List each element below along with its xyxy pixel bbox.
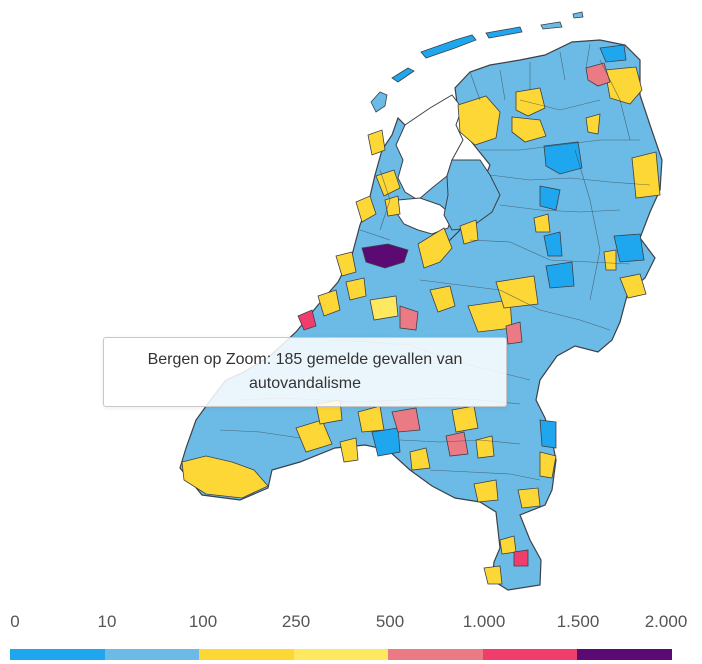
municipality[interactable] [346, 278, 366, 300]
legend-tick: 250 [282, 612, 310, 632]
island-schiermonnikoog[interactable] [541, 22, 562, 29]
municipality[interactable] [385, 196, 400, 216]
legend-tick: 0 [10, 612, 19, 632]
island-rottumeroog[interactable] [573, 12, 583, 18]
municipality[interactable] [340, 438, 358, 462]
municipality[interactable] [452, 406, 478, 432]
legend-tick: 500 [376, 612, 404, 632]
legend-swatch [483, 649, 578, 660]
legend-swatch [10, 649, 105, 660]
municipality[interactable] [604, 250, 616, 270]
legend-tick-labels: 0 10 100 250 500 1.000 1.500 2.000 [0, 612, 702, 636]
municipality[interactable] [476, 436, 494, 458]
municipality[interactable] [370, 296, 398, 320]
legend-tick: 1.500 [557, 612, 600, 632]
legend-tick: 2.000 [645, 612, 688, 632]
municipality[interactable] [586, 114, 600, 134]
legend-swatch [294, 649, 389, 660]
municipality[interactable] [446, 432, 468, 456]
tooltip-text: Bergen op Zoom: 185 gemelde gevallen van… [118, 348, 492, 396]
legend-swatch [388, 649, 483, 660]
legend-swatch [105, 649, 200, 660]
legend-swatch [199, 649, 294, 660]
municipality[interactable] [336, 252, 356, 276]
municipality[interactable] [372, 428, 400, 456]
municipality[interactable] [518, 488, 540, 508]
legend-swatch [577, 649, 672, 660]
municipality[interactable] [484, 566, 502, 584]
island-ameland[interactable] [486, 27, 522, 38]
legend-color-bar [10, 649, 672, 660]
island-vlieland[interactable] [392, 68, 414, 82]
municipality[interactable] [540, 186, 560, 210]
island-texel[interactable] [371, 92, 387, 112]
map-tooltip: Bergen op Zoom: 185 gemelde gevallen van… [103, 337, 507, 407]
municipality[interactable] [540, 420, 556, 448]
municipality[interactable] [410, 448, 430, 470]
municipality[interactable] [506, 322, 522, 344]
municipality[interactable] [368, 130, 385, 155]
legend-tick: 10 [98, 612, 117, 632]
island-terschelling[interactable] [421, 35, 476, 58]
municipality[interactable] [546, 262, 574, 288]
municipality[interactable] [474, 480, 498, 502]
legend-tick: 1.000 [463, 612, 506, 632]
municipality[interactable] [496, 276, 538, 308]
legend-tick: 100 [189, 612, 217, 632]
municipality[interactable] [514, 550, 528, 566]
municipality[interactable] [632, 152, 660, 198]
